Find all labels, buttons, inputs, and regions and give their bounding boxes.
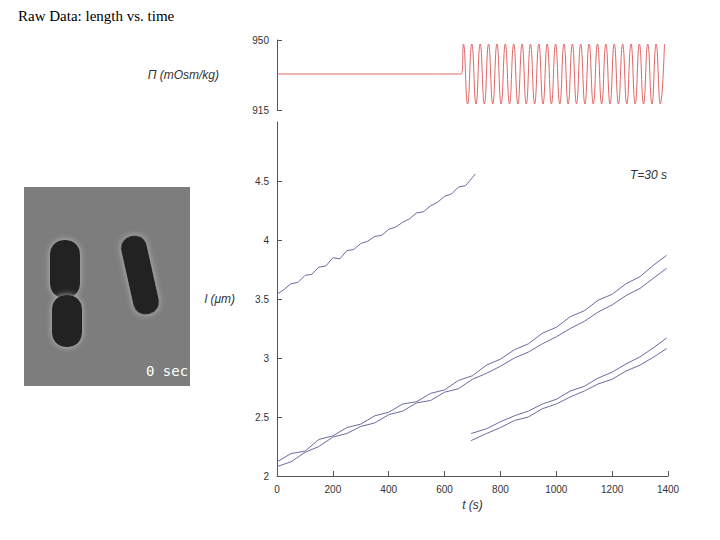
- svg-text:950: 950: [252, 35, 269, 46]
- svg-text:4: 4: [263, 235, 269, 246]
- svg-text:400: 400: [380, 484, 397, 495]
- svg-text:915: 915: [252, 105, 269, 116]
- svg-text:3.5: 3.5: [255, 294, 269, 305]
- svg-text:4.5: 4.5: [255, 176, 269, 187]
- svg-text:T=30 s: T=30 s: [630, 168, 667, 182]
- svg-text:t (s): t (s): [462, 498, 483, 512]
- svg-text:0: 0: [274, 484, 280, 495]
- svg-text:Raw Data: length vs. time: Raw Data: length vs. time: [18, 8, 175, 24]
- svg-text:200: 200: [325, 484, 342, 495]
- svg-text:1200: 1200: [601, 484, 624, 495]
- svg-text:600: 600: [436, 484, 453, 495]
- svg-text:Π (mOsm/kg): Π (mOsm/kg): [148, 68, 219, 82]
- svg-text:2.5: 2.5: [255, 412, 269, 423]
- svg-text:1000: 1000: [545, 484, 568, 495]
- svg-text:3: 3: [263, 353, 269, 364]
- svg-text:800: 800: [492, 484, 509, 495]
- svg-text:l (μm): l (μm): [204, 292, 235, 306]
- svg-text:1400: 1400: [657, 484, 680, 495]
- svg-text:2: 2: [263, 471, 269, 482]
- svg-text:0 sec: 0 sec: [146, 363, 188, 379]
